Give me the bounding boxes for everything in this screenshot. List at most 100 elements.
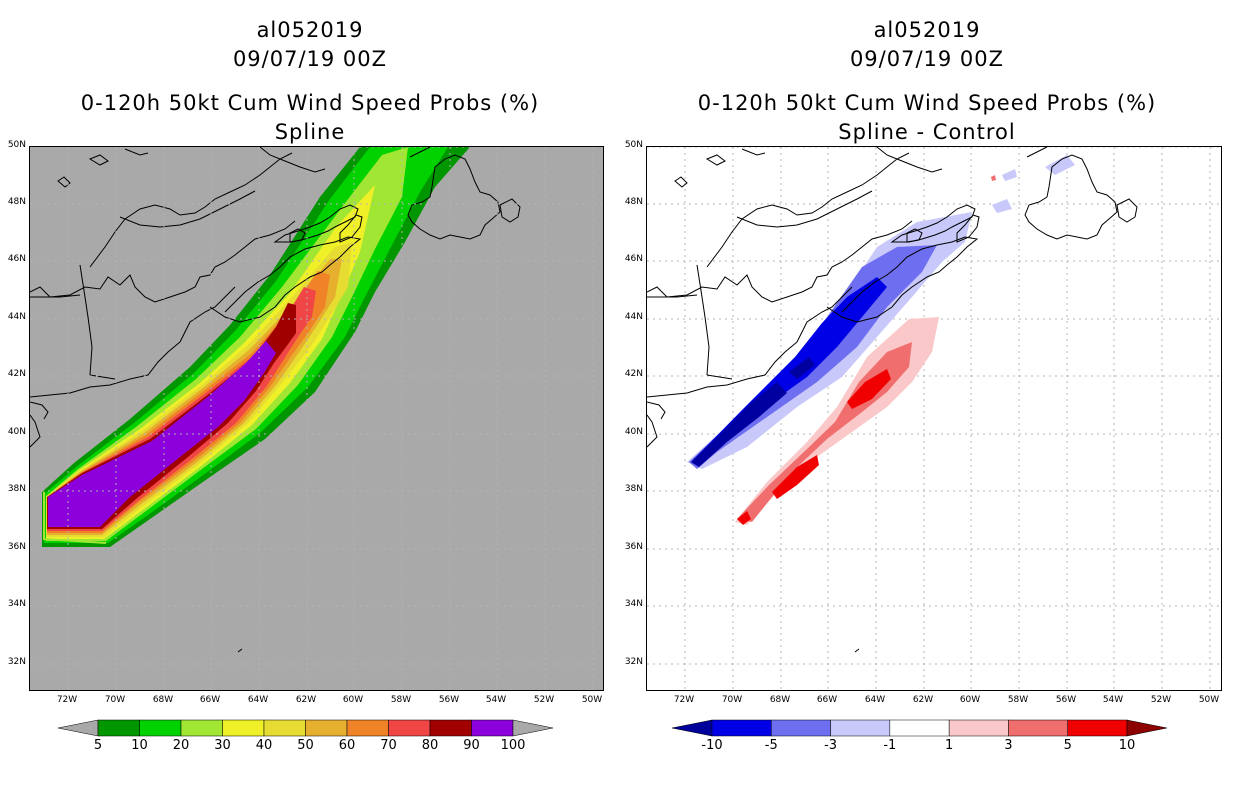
lat-label: 32N — [624, 657, 643, 667]
coastline-segment — [339, 214, 363, 243]
state-border — [89, 374, 116, 380]
colorbar-label: -3 — [824, 738, 838, 753]
colorbar-segment — [139, 719, 182, 737]
lat-label: 40N — [7, 427, 26, 437]
colorbar-segment — [222, 719, 265, 737]
prob-sw-edge — [43, 492, 107, 544]
coastline-segment — [705, 154, 726, 166]
lat-label: 38N — [624, 484, 643, 494]
coastline-segment — [1026, 147, 1048, 158]
colorbar-segment — [830, 719, 891, 737]
coastline-segment — [741, 148, 766, 156]
coastline-segment — [1116, 198, 1138, 223]
coastline-segment — [259, 147, 326, 173]
colorbar-segment — [711, 719, 772, 737]
colorbar-label: 50 — [297, 738, 314, 753]
coastline-segment — [736, 190, 873, 228]
lon-label: 56W — [438, 695, 460, 705]
state-border — [706, 374, 733, 380]
lon-label: 64W — [247, 695, 269, 705]
left-map-svg — [30, 147, 603, 690]
colorbar-segment — [263, 719, 306, 737]
lat-label: 44N — [624, 312, 643, 322]
left-prob-shading — [42, 147, 470, 547]
lon-label: 54W — [1102, 695, 1124, 705]
colorbar-arrow-left — [671, 719, 713, 737]
coastline-segment — [674, 176, 688, 188]
coastline-segment — [647, 341, 798, 398]
diff-neg-nf3 — [1002, 169, 1017, 181]
coastline-segment — [499, 198, 521, 223]
left-storm-id: al052019 — [256, 18, 364, 42]
colorbar-segment — [97, 719, 140, 737]
colorbar-segment — [889, 719, 950, 737]
coastline-segment — [826, 236, 979, 323]
colorbar-segment — [429, 719, 472, 737]
diff-neg-nf2 — [1045, 155, 1075, 175]
lat-label: 32N — [7, 657, 26, 667]
lon-label: 60W — [959, 695, 981, 705]
coastline-segment — [854, 648, 860, 653]
lon-label: 72W — [673, 695, 695, 705]
colorbar-label: 3 — [1004, 738, 1013, 753]
coastline-segment — [796, 286, 853, 343]
colorbar-segment — [471, 719, 514, 737]
diff-pos-5 — [772, 455, 819, 499]
colorbar-label: 5 — [1063, 738, 1072, 753]
lat-label: 40N — [624, 427, 643, 437]
diff-pos-5b — [847, 369, 891, 409]
state-border — [696, 264, 710, 376]
right-datetime: 09/07/19 00Z — [849, 47, 1005, 71]
coastline-segment — [124, 148, 149, 156]
left-probability-map — [29, 146, 604, 691]
colorbar-label: 90 — [463, 738, 480, 753]
diff-neg-10 — [691, 382, 787, 467]
colorbar-label: 60 — [338, 738, 356, 753]
lon-label: 66W — [199, 695, 221, 705]
state-border — [79, 264, 93, 376]
colorbar-label: 5 — [93, 738, 103, 753]
lat-label: 42N — [624, 369, 643, 379]
lon-label: 56W — [1055, 695, 1077, 705]
colorbar-label: 10 — [131, 738, 148, 753]
coastline-segment — [289, 228, 306, 243]
lon-label: 70W — [104, 695, 126, 705]
right-coastline — [647, 147, 1138, 653]
coastline-segment — [407, 154, 501, 240]
coastline-segment — [179, 286, 236, 343]
coastline-segment — [706, 152, 910, 268]
coastline-segment — [237, 648, 243, 653]
lon-label: 66W — [816, 695, 838, 705]
coastline-segment — [890, 204, 976, 243]
lon-label: 68W — [769, 695, 791, 705]
lat-label: 36N — [624, 542, 643, 552]
coastline-segment — [30, 401, 49, 420]
colorbar-segment — [388, 719, 431, 737]
colorbar-label: -1 — [883, 738, 897, 753]
lon-label: 62W — [912, 695, 934, 705]
colorbar-label: 40 — [255, 738, 273, 753]
colorbar-label: -5 — [764, 738, 778, 753]
coastline-segment — [57, 176, 71, 188]
left-subtitle: Spline — [274, 120, 346, 144]
colorbar-segment — [948, 719, 1009, 737]
coastline-segment — [876, 147, 943, 173]
colorbar-segment — [1008, 719, 1068, 737]
coastline-segment — [1024, 154, 1118, 240]
lat-label: 48N — [624, 197, 643, 207]
lon-label: 50W — [581, 695, 603, 705]
lon-label: 58W — [390, 695, 412, 705]
colorbar-label: 70 — [380, 738, 397, 753]
lon-label: 70W — [721, 695, 743, 705]
left-colorbar-svg — [57, 719, 554, 737]
colorbar-label: 10 — [1118, 738, 1136, 753]
right-map-svg — [647, 147, 1221, 690]
coastline-segment — [647, 220, 913, 303]
lat-label: 48N — [7, 197, 26, 207]
right-colorbar — [671, 718, 1172, 742]
coastline-segment — [906, 228, 923, 243]
lat-label: 46N — [624, 254, 643, 264]
right-title: 0-120h 50kt Cum Wind Speed Probs (%) — [697, 91, 1157, 115]
lon-label: 52W — [1150, 695, 1172, 705]
lat-label: 50N — [624, 140, 643, 150]
